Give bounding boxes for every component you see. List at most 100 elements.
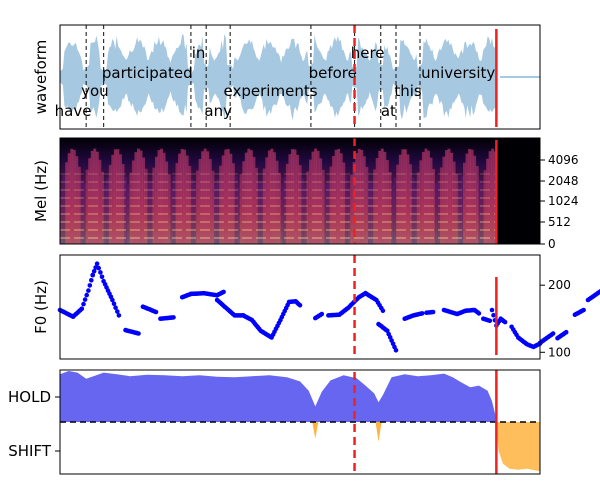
mel-frame-column <box>370 183 374 244</box>
mel-frame-column <box>224 149 228 244</box>
mel-frame-column <box>242 161 246 244</box>
mel-frame-column <box>60 189 63 244</box>
mel-frame-column <box>65 162 69 244</box>
mel-yticks: 0 512 1024 2048 4096 <box>540 153 579 251</box>
f0-point <box>380 308 386 314</box>
mel-frame-column <box>314 148 317 244</box>
mel-frame-column <box>147 182 151 244</box>
mel-frame-column <box>83 183 86 244</box>
mel-frame-column <box>93 148 97 244</box>
mel-frame-column <box>95 151 99 244</box>
hold-probability-area <box>60 371 497 422</box>
mel-frame-column <box>260 182 264 244</box>
mel-frame-column <box>306 171 310 244</box>
mel-frame-column <box>409 164 412 244</box>
turn-ytick-label: SHIFT <box>8 442 52 460</box>
mel-frame-column <box>98 159 102 244</box>
mel-frame-column <box>234 176 238 244</box>
mel-frame-column <box>483 170 487 244</box>
f0-point <box>82 297 88 302</box>
f0-point <box>487 318 493 324</box>
f0-point <box>81 301 86 307</box>
mel-frame-column <box>434 182 438 244</box>
f0-yticks: 100 200 <box>540 278 571 359</box>
mel-frame-column <box>106 178 110 244</box>
mel-frame-column <box>219 165 223 244</box>
mel-frame-column <box>355 153 359 244</box>
mel-frame-column <box>244 152 248 244</box>
mel-frame-column <box>131 160 135 244</box>
mel-frame-column <box>221 155 225 244</box>
mel-frame-column <box>465 153 469 244</box>
f0-point <box>99 274 105 280</box>
mel-frame-column <box>378 150 382 244</box>
mel-frame-column <box>293 149 297 244</box>
mel-panel: 0 512 1024 2048 4096 Mel (Hz) <box>32 137 579 251</box>
mel-frame-column <box>270 148 274 244</box>
f0-point <box>86 288 91 293</box>
mel-frame-column <box>216 179 220 244</box>
mel-spectrogram <box>60 138 540 244</box>
mel-frame-column <box>157 150 161 244</box>
f0-point <box>96 265 101 271</box>
f0-point <box>110 297 115 303</box>
mel-frame-column <box>101 171 104 244</box>
word-label: experiments <box>224 82 318 100</box>
mel-frame-column <box>280 187 284 244</box>
mel-frame-column <box>265 157 269 244</box>
f0-point <box>476 311 482 316</box>
mel-frame-column <box>255 167 258 244</box>
turn-ytick-label: HOLD <box>8 388 51 406</box>
f0-point <box>79 306 85 312</box>
mel-frame-column <box>308 159 312 244</box>
mel-frame-column <box>357 148 361 244</box>
mel-frame-column <box>360 149 364 244</box>
word-label: university <box>421 64 495 82</box>
mel-frame-column <box>401 149 405 244</box>
mel-frame-column <box>447 148 451 244</box>
f0-point <box>171 315 176 320</box>
mel-frame-column <box>72 149 76 244</box>
mel-frame-column <box>170 188 174 244</box>
f0-point <box>550 331 556 336</box>
mel-frame-column <box>160 148 163 244</box>
f0-panel: 100 200 F0 (Hz) <box>32 254 600 360</box>
mel-frame-column <box>239 173 243 244</box>
f0-point <box>115 309 120 314</box>
f0-point <box>489 307 495 313</box>
waveform-ylabel: waveform <box>32 40 50 115</box>
word-label: this <box>394 82 422 100</box>
mel-frame-column <box>488 151 492 244</box>
mel-frame-column <box>231 163 235 244</box>
mel-frame-column <box>85 169 89 244</box>
f0-point <box>502 319 508 325</box>
f0-ytick-label: 100 <box>548 345 571 359</box>
mel-frame-column <box>403 149 407 244</box>
mel-frame-column <box>427 150 430 244</box>
mel-frame-column <box>129 172 133 244</box>
mel-frame-column <box>229 153 233 244</box>
f0-point <box>221 289 226 295</box>
mel-frame-column <box>288 154 292 244</box>
mel-frame-column <box>198 158 202 244</box>
mel-frame-column <box>185 155 189 244</box>
mel-frame-column <box>326 180 330 244</box>
mel-frame-column <box>373 169 377 244</box>
mel-frame-column <box>124 177 128 244</box>
word-label: participated <box>102 64 193 82</box>
mel-frame-column <box>165 161 169 244</box>
word-label: any <box>204 102 232 120</box>
turn-yticks: HOLD SHIFT <box>8 388 60 460</box>
mel-frame-column <box>311 151 315 244</box>
mel-frame-column <box>149 181 153 244</box>
mel-frame-column <box>67 153 71 244</box>
mel-frame-column <box>291 149 294 244</box>
mel-frame-column <box>285 163 289 244</box>
mel-frame-column <box>475 166 479 244</box>
mel-frame-column <box>437 181 441 244</box>
mel-frame-column <box>283 176 287 244</box>
mel-frame-column <box>273 152 276 244</box>
mel-frame-column <box>252 156 256 244</box>
waveform-trace <box>60 33 497 121</box>
mel-frame-column <box>460 175 464 244</box>
